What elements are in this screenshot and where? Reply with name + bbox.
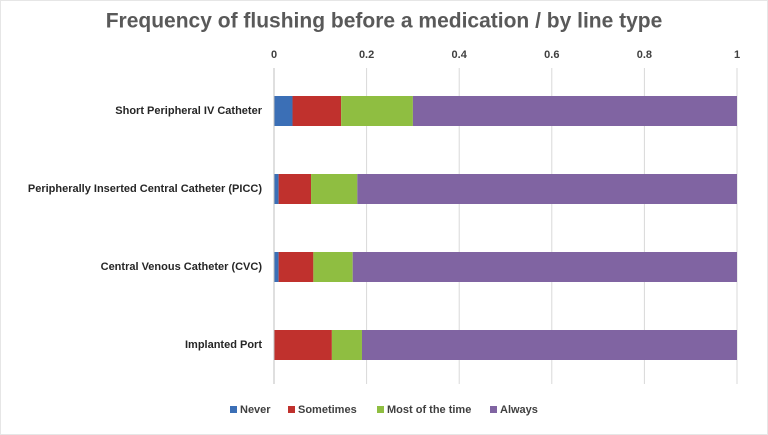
legend-label: Sometimes	[298, 404, 357, 416]
legend-label: Most of the time	[387, 404, 471, 416]
y-tick-label: Central Venous Catheter (CVC)	[101, 261, 263, 273]
bar-segment	[352, 252, 737, 282]
bar-segment	[292, 96, 342, 126]
bar-segment	[274, 96, 293, 126]
bar-segment	[278, 252, 314, 282]
legend-label: Never	[240, 404, 271, 416]
bar-segment	[274, 252, 279, 282]
bar-segment	[313, 252, 353, 282]
x-tick-label: 1	[734, 49, 740, 61]
bar-segment	[311, 174, 358, 204]
bar-segment	[278, 174, 312, 204]
y-tick-label: Peripherally Inserted Central Catheter (…	[28, 183, 262, 195]
bar-segment	[357, 174, 737, 204]
bar-segment	[331, 330, 362, 360]
y-tick-label: Short Peripheral IV Catheter	[115, 105, 262, 117]
x-tick-label: 0.8	[637, 49, 652, 61]
y-tick-label: Implanted Port	[185, 339, 262, 351]
legend-swatch	[288, 406, 295, 413]
bar-segment	[361, 330, 737, 360]
x-tick-label: 0.2	[359, 49, 374, 61]
legend-swatch	[377, 406, 384, 413]
x-tick-label: 0.6	[544, 49, 559, 61]
legend-label: Always	[500, 404, 538, 416]
legend-swatch	[230, 406, 237, 413]
bar-segment	[274, 174, 279, 204]
chart-title: Frequency of flushing before a medicatio…	[106, 10, 663, 33]
bar-segment	[341, 96, 413, 126]
x-tick-label: 0	[271, 49, 277, 61]
bar-segment	[412, 96, 737, 126]
legend-swatch	[490, 406, 497, 413]
bar-segment	[274, 330, 332, 360]
x-tick-label: 0.4	[452, 49, 468, 61]
